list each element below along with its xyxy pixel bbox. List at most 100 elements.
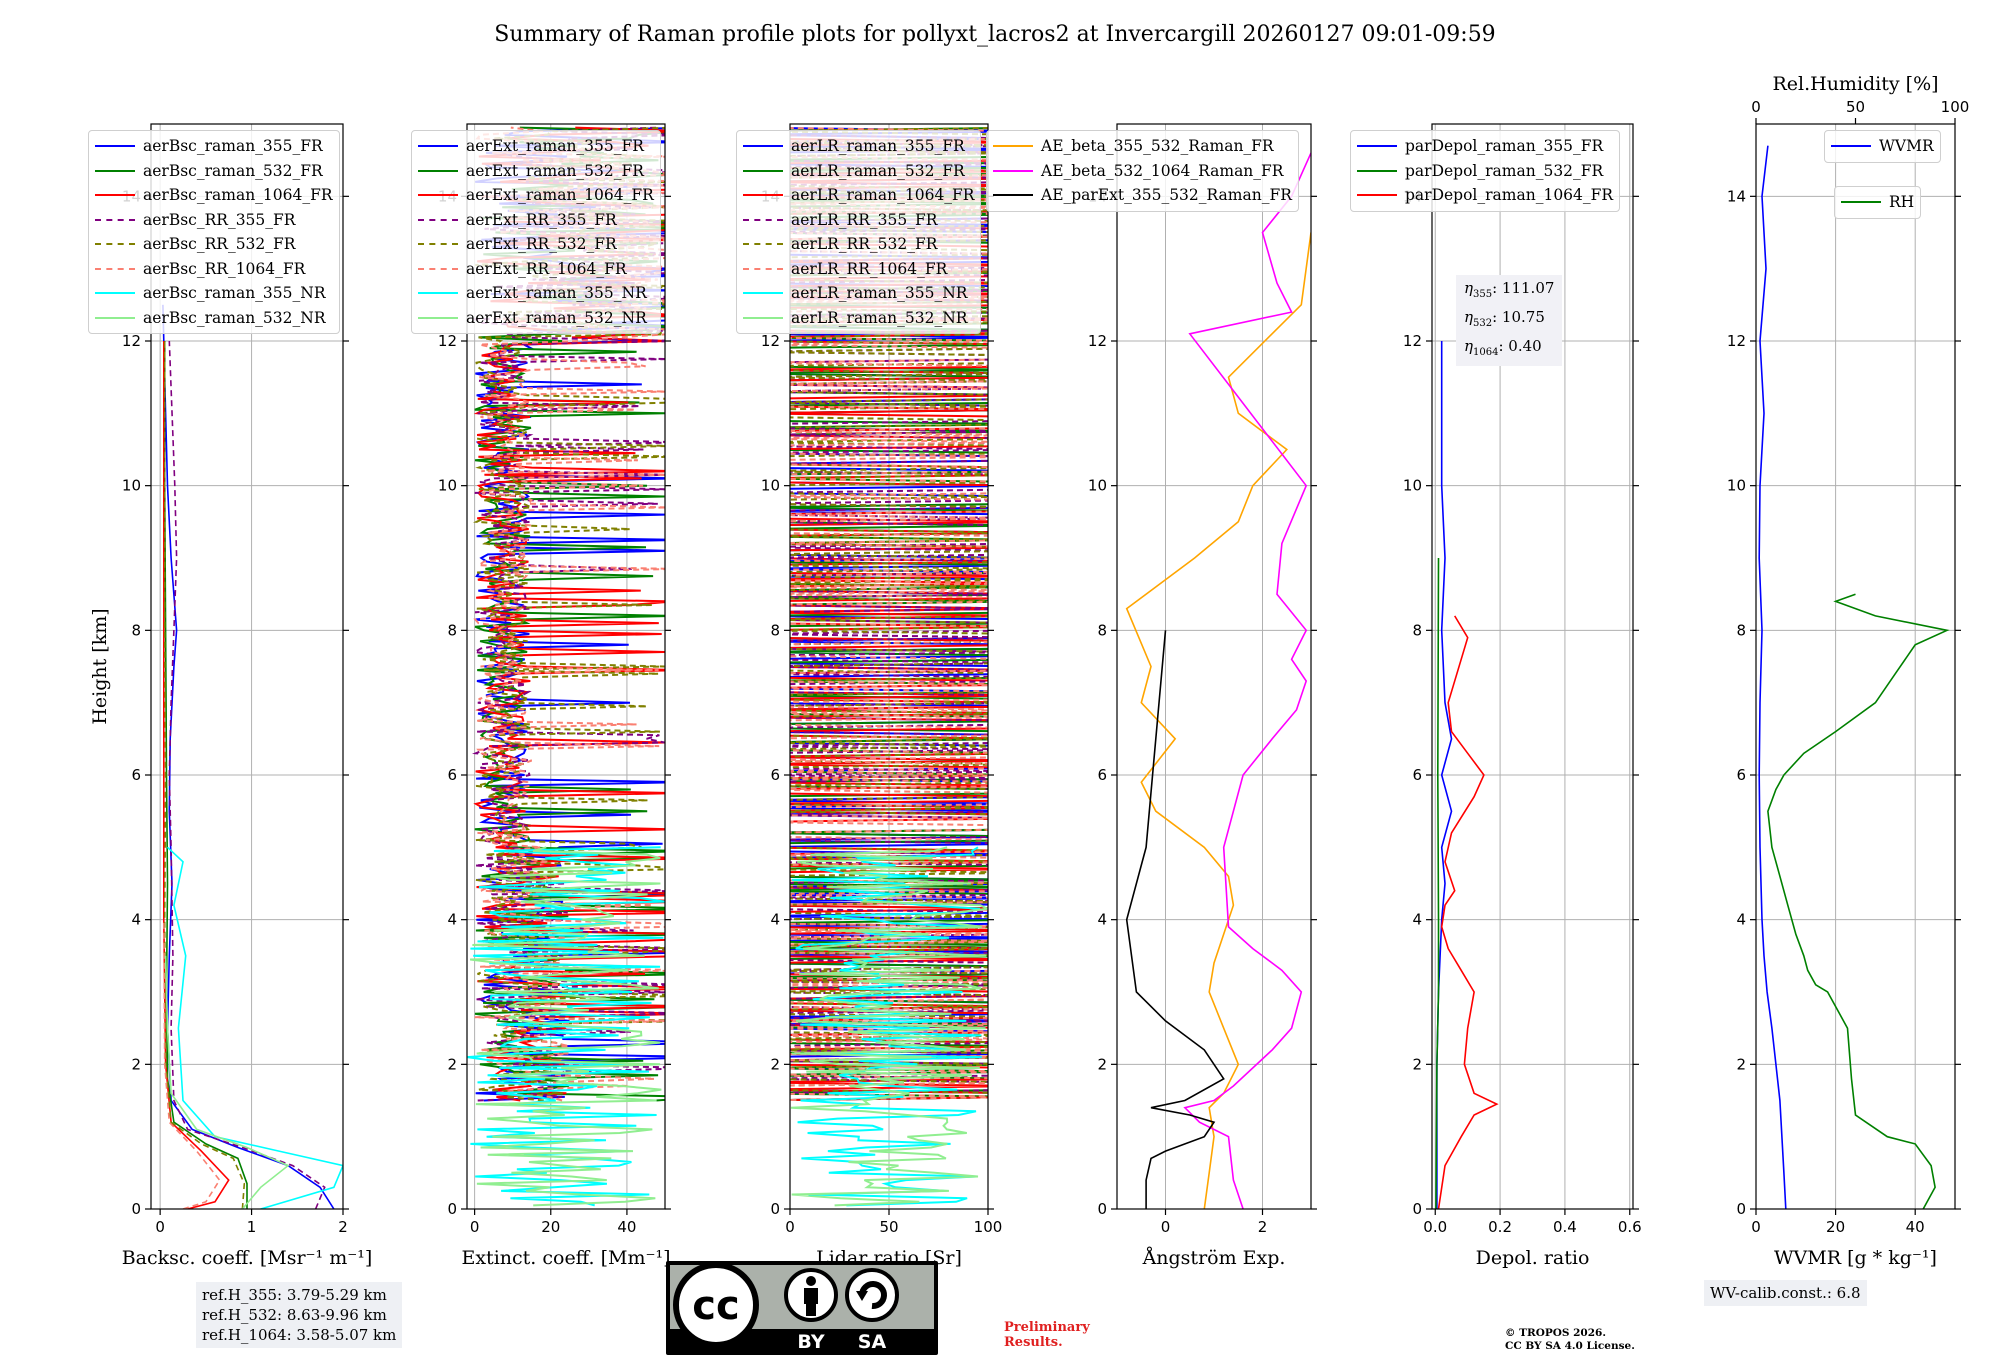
legend-entry: aerBsc_RR_532_FR xyxy=(95,232,333,257)
plot-area xyxy=(162,304,343,1209)
ytick-label: 10 xyxy=(761,477,780,495)
legend-swatch xyxy=(95,243,135,246)
legend-swatch xyxy=(418,169,458,172)
series-RH xyxy=(1767,593,1950,1209)
series-aerExt_RR_532_FR xyxy=(472,126,665,1102)
series-WVMR xyxy=(1758,145,1787,1209)
ytick-label: 4 xyxy=(770,911,780,929)
top-xaxis-label: Rel.Humidity [%] xyxy=(1772,73,1938,95)
legend-entry: aerLR_raman_355_FR xyxy=(743,134,974,159)
copyright-note: © TROPOS 2026. CC BY SA 4.0 License. xyxy=(1505,1327,1635,1352)
legend-entry: AE_beta_355_532_Raman_FR xyxy=(993,134,1292,159)
top-xtick-label: 50 xyxy=(1846,98,1865,116)
series-aerLR_RR_1064_FR xyxy=(790,127,988,1101)
legend-entry: aerExt_RR_355_FR xyxy=(418,208,654,233)
series-parDepol_raman_532_FR xyxy=(1435,557,1440,1209)
reference-height-box: ref.H_355: 3.79-5.29 km ref.H_532: 8.63-… xyxy=(196,1282,403,1348)
ytick-label: 4 xyxy=(1736,911,1746,929)
ytick-label: 12 xyxy=(1727,332,1746,350)
xtick-label: 0.6 xyxy=(1618,1218,1642,1236)
ytick-label: 8 xyxy=(1736,621,1746,639)
ytick-label: 14 xyxy=(1727,187,1746,205)
legend-label: WVMR xyxy=(1879,137,1934,155)
legend-swatch xyxy=(95,218,135,221)
legend-swatch xyxy=(418,194,458,197)
legend-swatch xyxy=(1357,145,1397,148)
legend-label: aerLR_RR_355_FR xyxy=(791,210,938,229)
panel-angstrom: 0246810121402Ångström Exp. xyxy=(1088,123,1317,1269)
xtick-label: 50 xyxy=(879,1218,898,1236)
legend-backscatter: aerBsc_raman_355_FR aerBsc_raman_532_FR ae… xyxy=(88,130,340,334)
eta-box: η355: 111.07 η532: 10.75 η1064: 0.40 xyxy=(1456,275,1563,366)
legend-label: aerLR_RR_532_FR xyxy=(791,235,938,253)
legend-entry: aerBsc_raman_355_NR xyxy=(95,281,333,306)
series-aerBsc_raman_532_NR xyxy=(164,955,290,1209)
legend-depolarization: parDepol_raman_355_FR parDepol_raman_532_… xyxy=(1350,130,1621,212)
ytick-label: 12 xyxy=(122,332,141,350)
yaxis-label: Height [km] xyxy=(89,608,111,724)
legend-lidar-ratio: aerLR_raman_355_FR aerLR_raman_532_FR aerL… xyxy=(736,130,982,334)
xtick-label: 0.4 xyxy=(1553,1218,1577,1236)
axes-frame xyxy=(1116,123,1312,1210)
ytick-label: 12 xyxy=(761,332,780,350)
legend-entry: aerLR_raman_532_NR xyxy=(743,306,974,331)
top-xtick-label: 100 xyxy=(1941,98,1970,116)
legend-entry: aerExt_raman_355_NR xyxy=(418,281,654,306)
legend-entry: aerBsc_RR_1064_FR xyxy=(95,257,333,282)
legend-entry: aerLR_RR_1064_FR xyxy=(743,257,974,282)
legend-label: aerLR_RR_1064_FR xyxy=(791,259,948,278)
xtick-label: 0 xyxy=(1161,1218,1171,1236)
top-xtick-label: 0 xyxy=(1751,98,1761,116)
ytick-label: 2 xyxy=(1097,1055,1107,1073)
eta-532: η532: 10.75 xyxy=(1464,308,1545,329)
ytick-label: 0 xyxy=(447,1200,457,1218)
axes-frame xyxy=(466,123,666,1210)
legend-swatch xyxy=(1357,194,1397,197)
legend-entry: aerExt_raman_1064_FR xyxy=(418,183,654,208)
xaxis-label: Extinct. coeff. [Mm⁻¹] xyxy=(461,1247,670,1269)
series-aerLR_raman_355_FR xyxy=(790,127,988,1101)
preliminary-note: Preliminary Results. xyxy=(1004,1320,1090,1350)
series-parDepol_raman_1064_FR xyxy=(1437,615,1499,1209)
legend-entry: aerExt_raman_532_FR xyxy=(418,159,654,184)
ytick-label: 10 xyxy=(438,477,457,495)
xaxis-label: Backsc. coeff. [Msr⁻¹ m⁻¹] xyxy=(122,1247,373,1269)
legend-swatch xyxy=(743,243,783,246)
cc-icon xyxy=(673,1262,759,1348)
panel-lidar-ratio: 02468101214050100Lidar ratio [Sr] xyxy=(761,123,1002,1269)
legend-entry: aerLR_RR_532_FR xyxy=(743,232,974,257)
ytick-label: 6 xyxy=(1736,766,1746,784)
legend-label: AE_parExt_355_532_Raman_FR xyxy=(1041,186,1292,204)
ytick-label: 2 xyxy=(1736,1055,1746,1073)
legend-label: aerBsc_raman_355_NR xyxy=(143,284,326,302)
legend-swatch xyxy=(418,145,458,148)
legend-swatch xyxy=(743,316,783,319)
ytick-label: 6 xyxy=(1412,766,1422,784)
series-aerBsc_RR_532_FR xyxy=(163,341,246,1209)
xtick-label: 20 xyxy=(1826,1218,1845,1236)
legend-label: aerBsc_raman_532_NR xyxy=(143,308,326,327)
ytick-label: 8 xyxy=(770,621,780,639)
legend-label: aerExt_raman_532_NR xyxy=(466,308,647,327)
legend-swatch xyxy=(993,194,1033,197)
legend-label: aerLR_raman_532_NR xyxy=(791,308,968,327)
series-AE_parExt_355_532_Raman_FR xyxy=(1125,630,1225,1209)
ytick-label: 12 xyxy=(1088,332,1107,350)
xaxis-label: Depol. ratio xyxy=(1476,1247,1590,1269)
xtick-label: 40 xyxy=(1906,1218,1925,1236)
legend-swatch xyxy=(743,194,783,197)
legend-entry: aerLR_RR_355_FR xyxy=(743,208,974,233)
legend-entry: parDepol_raman_355_FR xyxy=(1357,134,1613,159)
legend-swatch xyxy=(95,169,135,172)
legend-label: aerBsc_raman_355_FR xyxy=(143,137,323,155)
svg-text:BY: BY xyxy=(797,1331,824,1353)
ytick-label: 6 xyxy=(1097,766,1107,784)
legend-swatch xyxy=(95,316,135,319)
series-aerLR_raman_355_NR xyxy=(791,846,982,1207)
xtick-label: 0 xyxy=(155,1218,165,1236)
ytick-label: 6 xyxy=(770,766,780,784)
ytick-label: 6 xyxy=(447,766,457,784)
ytick-label: 8 xyxy=(1097,621,1107,639)
ref-h-1064: ref.H_1064: 3.58-5.07 km xyxy=(202,1326,397,1344)
legend-swatch xyxy=(743,145,783,148)
